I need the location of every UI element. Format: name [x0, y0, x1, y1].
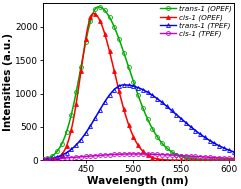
X-axis label: Wavelength (nm): Wavelength (nm)	[87, 176, 189, 186]
Y-axis label: Intensities (a.u.): Intensities (a.u.)	[3, 33, 13, 131]
Legend: trans-1 (OPEF), cis-1 (OPEF), trans-1 (TPEF), cis-1 (TPEF): trans-1 (OPEF), cis-1 (OPEF), trans-1 (T…	[160, 5, 232, 38]
